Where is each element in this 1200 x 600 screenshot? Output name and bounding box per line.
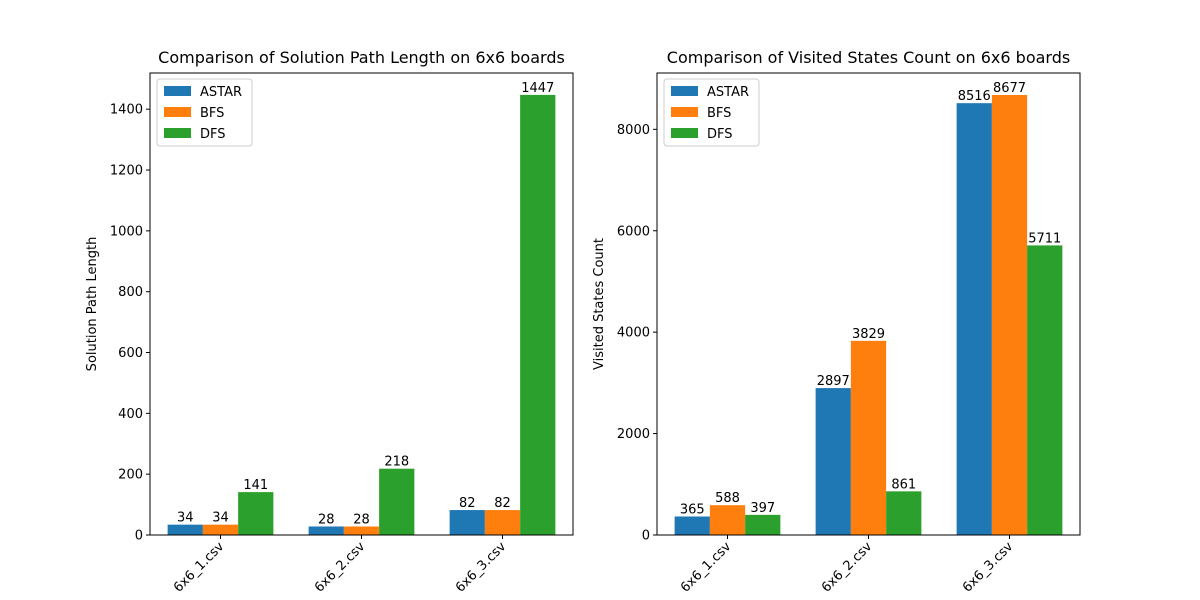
chart-panel-2: Comparison of Visited States Count on 6x… [592,48,1081,596]
data-label-astar-2: 28 [318,512,335,527]
x-tick-label: 6x6_2.csv [312,539,369,596]
bar-dfs-2 [379,468,415,535]
legend-label-bfs: BFS [707,106,731,121]
legend-swatch-astar [671,86,698,96]
legend: ASTAR BFS DFS [156,78,253,147]
data-label-bfs-1: 34 [212,511,229,526]
data-label-dfs-3: 1447 [521,81,554,96]
bar-astar-3 [449,510,485,535]
bar-bfs-2 [850,340,887,535]
x-tick-label: 6x6_2.csv [819,539,876,596]
y-tick-label: 1000 [110,224,143,239]
legend-label-dfs: DFS [200,127,226,142]
y-tick-label: 2000 [617,427,650,442]
bar-astar-3 [956,103,992,536]
data-label-astar-3: 82 [459,496,476,511]
data-label-astar-1: 34 [177,511,194,526]
data-label-bfs-3: 82 [494,496,511,511]
data-label-astar-3: 8516 [958,89,991,104]
legend-swatch-dfs [164,128,191,138]
bar-bfs-1 [202,524,239,535]
legend-swatch-bfs [671,107,698,117]
legend: ASTAR BFS DFS [663,78,760,147]
bar-astar-2 [815,388,851,535]
legend-label-dfs: DFS [707,127,733,142]
x-tick-label: 6x6_1.csv [171,539,228,596]
chart-panel-1: Comparison of Solution Path Length on 6x… [85,48,574,596]
y-tick-label: 600 [118,346,143,361]
data-label-dfs-2: 218 [384,455,409,470]
bar-dfs-3 [1027,245,1063,535]
x-tick-label: 6x6_3.csv [960,539,1017,596]
legend-label-astar: ASTAR [200,85,242,100]
bar-dfs-1 [745,514,781,535]
bar-astar-1 [674,516,710,535]
y-tick-label: 200 [118,468,143,483]
data-label-dfs-2: 861 [891,477,916,492]
legend-swatch-dfs [671,128,698,138]
data-label-dfs-1: 397 [750,501,775,516]
bar-dfs-1 [238,492,274,535]
y-tick-label: 4000 [617,326,650,341]
data-label-dfs-3: 5711 [1028,231,1061,246]
data-label-dfs-1: 141 [243,478,268,493]
data-label-bfs-2: 3829 [852,327,885,342]
data-label-bfs-1: 588 [715,491,740,506]
y-tick-label: 1400 [110,103,143,118]
legend-label-bfs: BFS [200,106,224,121]
y-axis-label: Solution Path Length [85,237,100,372]
bar-bfs-3 [484,510,521,535]
data-label-astar-1: 365 [680,502,705,517]
legend-swatch-astar [164,86,191,96]
chart-title: Comparison of Visited States Count on 6x… [667,48,1070,67]
data-label-bfs-2: 28 [353,512,370,527]
x-tick-label: 6x6_3.csv [453,539,510,596]
y-tick-label: 1200 [110,164,143,179]
y-tick-label: 6000 [617,224,650,239]
bar-dfs-2 [886,491,922,535]
chart-title: Comparison of Solution Path Length on 6x… [158,48,565,67]
legend-label-astar: ASTAR [707,85,749,100]
bar-bfs-1 [709,505,746,535]
y-tick-label: 800 [118,285,143,300]
data-label-astar-2: 2897 [817,374,850,389]
y-tick-label: 0 [135,529,143,544]
y-axis-label: Visited States Count [592,238,607,370]
bar-astar-1 [167,524,203,535]
bar-bfs-2 [343,526,380,535]
bar-bfs-3 [991,95,1028,536]
bar-astar-2 [308,526,344,535]
x-tick-label: 6x6_1.csv [678,539,735,596]
legend-swatch-bfs [164,107,191,117]
bar-dfs-3 [520,94,556,535]
y-tick-label: 8000 [617,123,650,138]
y-tick-label: 0 [642,529,650,544]
y-tick-label: 400 [118,407,143,422]
data-label-bfs-3: 8677 [993,81,1026,96]
